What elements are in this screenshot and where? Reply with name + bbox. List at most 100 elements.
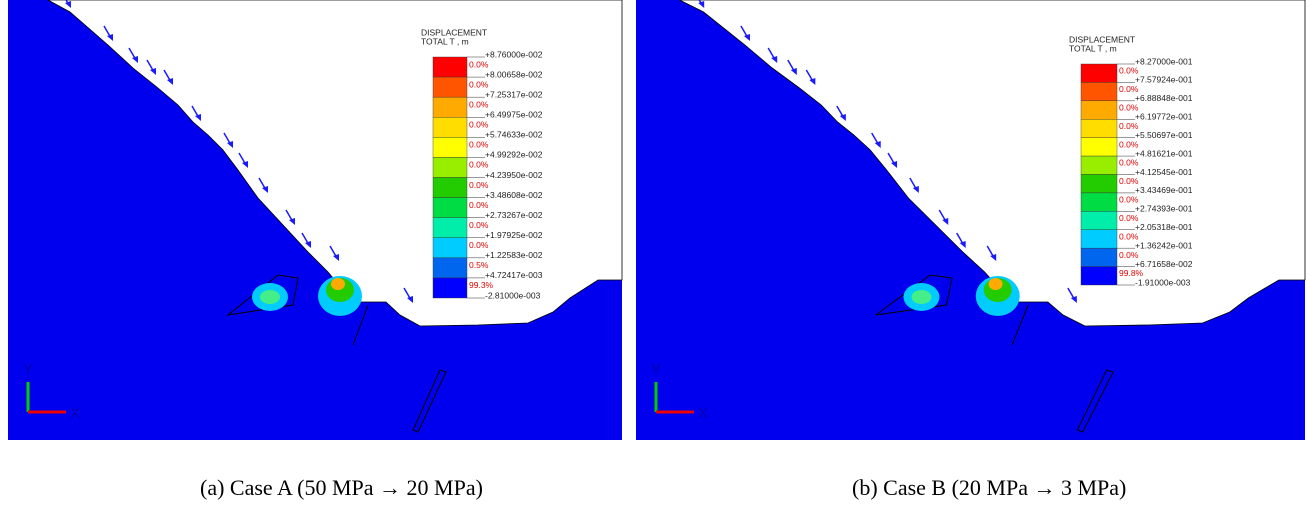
legend-level: +5.50697e-001 xyxy=(1135,130,1193,140)
legend-band xyxy=(1080,174,1118,194)
joint xyxy=(1076,369,1114,433)
load-arrowhead xyxy=(227,141,233,148)
legend-percent: 0.5% xyxy=(469,260,489,270)
legend-percent: 0.0% xyxy=(469,240,489,250)
legend-band xyxy=(1080,211,1118,230)
load-arrowhead xyxy=(65,1,71,8)
legend-level: +8.00658e-002 xyxy=(485,69,543,79)
legend-level: +4.99292e-002 xyxy=(485,150,543,160)
axis-label: Y xyxy=(651,361,661,378)
legend-level: +3.43469e-001 xyxy=(1135,185,1193,195)
legend-title: TOTAL T , m xyxy=(421,36,469,46)
panel: YX xyxy=(636,0,1306,440)
load-arrowhead xyxy=(167,78,173,85)
legend-percent: 0.0% xyxy=(1119,176,1139,186)
contour xyxy=(260,290,280,304)
legend-band xyxy=(1080,247,1118,267)
load-arrowhead xyxy=(839,114,846,121)
axis-label: X xyxy=(70,405,80,422)
legend-level: +6.49975e-002 xyxy=(485,110,543,120)
load-arrowhead xyxy=(305,241,311,248)
legend-band xyxy=(432,237,468,259)
legend-percent: 0.0% xyxy=(469,120,489,130)
sky xyxy=(47,0,623,327)
legend-title: DISPLACEMENT xyxy=(421,27,487,37)
load-arrowhead xyxy=(809,78,816,85)
legend-percent: 0.0% xyxy=(469,220,489,230)
contour xyxy=(988,278,1003,290)
load-arrowhead xyxy=(242,161,248,168)
legend-level: +8.76000e-002 xyxy=(485,49,543,59)
load-arrowhead xyxy=(959,241,966,248)
load-arrowhead xyxy=(262,186,268,193)
legend-percent: 0.0% xyxy=(1119,231,1139,241)
load-arrowhead xyxy=(912,186,919,193)
legend-level: +7.25317e-002 xyxy=(485,89,543,99)
legend-level: +4.72417e-003 xyxy=(485,270,543,280)
load-arrowhead xyxy=(1070,296,1077,303)
legend-level: -2.81000e-003 xyxy=(485,290,541,300)
caption: (b) Case B (20 MPa → 3 MPa) xyxy=(852,475,1126,500)
legend-percent: 0.0% xyxy=(1119,195,1139,205)
legend-title: DISPLACEMENT xyxy=(1069,34,1135,44)
legend-level: +4.81621e-001 xyxy=(1135,148,1193,158)
load-arrowhead xyxy=(107,34,113,41)
legend-band xyxy=(432,277,468,299)
legend-level: +4.12545e-001 xyxy=(1135,167,1193,177)
legend-level: +1.36242e-001 xyxy=(1135,240,1193,250)
legend-percent: 0.0% xyxy=(1119,213,1139,223)
legend-level: +5.74633e-002 xyxy=(485,130,543,140)
legend-band xyxy=(432,76,468,98)
axis-label: X xyxy=(698,405,708,422)
load-arrowhead xyxy=(874,141,881,148)
legend-band xyxy=(1080,137,1118,157)
load-arrowhead xyxy=(132,56,138,63)
load-arrowhead xyxy=(289,218,295,225)
legend-percent: 0.0% xyxy=(469,180,489,190)
legend-band xyxy=(432,56,468,78)
legend-band xyxy=(1080,82,1118,102)
legend-band xyxy=(432,117,468,138)
caption: (a) Case A (50 MPa → 20 MPa) xyxy=(200,475,483,500)
legend-percent: 0.0% xyxy=(469,140,489,150)
legend-level: +7.57924e-001 xyxy=(1135,75,1193,85)
legend-level: +1.22583e-002 xyxy=(485,250,543,260)
load-arrowhead xyxy=(891,161,898,168)
legend-percent: 0.0% xyxy=(1119,139,1139,149)
contour xyxy=(911,290,932,304)
load-arrowhead xyxy=(942,218,949,225)
legend-level: +1.97925e-002 xyxy=(485,230,543,240)
load-arrowhead xyxy=(195,114,201,121)
load-arrowhead xyxy=(150,68,156,75)
load-arrowhead xyxy=(771,56,778,63)
legend-percent: 0.0% xyxy=(1119,250,1139,260)
legend-band xyxy=(1080,266,1118,286)
load-arrowhead xyxy=(990,254,997,261)
load-arrowhead xyxy=(743,34,750,41)
legend-percent: 0.0% xyxy=(469,99,489,109)
legend-percent: 0.0% xyxy=(469,79,489,89)
legend-band xyxy=(1080,63,1118,83)
load-arrowhead xyxy=(698,1,705,8)
legend-band xyxy=(1080,119,1118,138)
legend-percent: 0.0% xyxy=(469,200,489,210)
legend-band xyxy=(432,157,468,178)
panel: YX xyxy=(8,0,623,440)
legend-percent: 99.3% xyxy=(469,280,494,290)
legend-percent: 0.0% xyxy=(469,59,489,69)
load-arrowhead xyxy=(407,296,413,303)
legend-level: +6.19772e-001 xyxy=(1135,112,1193,122)
axis-label: Y xyxy=(23,361,33,378)
legend-percent: 0.0% xyxy=(1119,121,1139,131)
legend-band xyxy=(1080,155,1118,175)
legend-level: +2.74393e-001 xyxy=(1135,204,1193,214)
legend-band xyxy=(1080,229,1118,249)
sky xyxy=(679,0,1306,327)
legend-level: +2.73267e-002 xyxy=(485,210,543,220)
legend-level: -1.91000e-003 xyxy=(1135,277,1191,287)
legend-title: TOTAL T , m xyxy=(1069,43,1117,53)
legend-level: +8.27000e-001 xyxy=(1135,56,1193,66)
legend-band xyxy=(1080,192,1118,212)
legend-level: +6.71658e-002 xyxy=(1135,259,1193,269)
